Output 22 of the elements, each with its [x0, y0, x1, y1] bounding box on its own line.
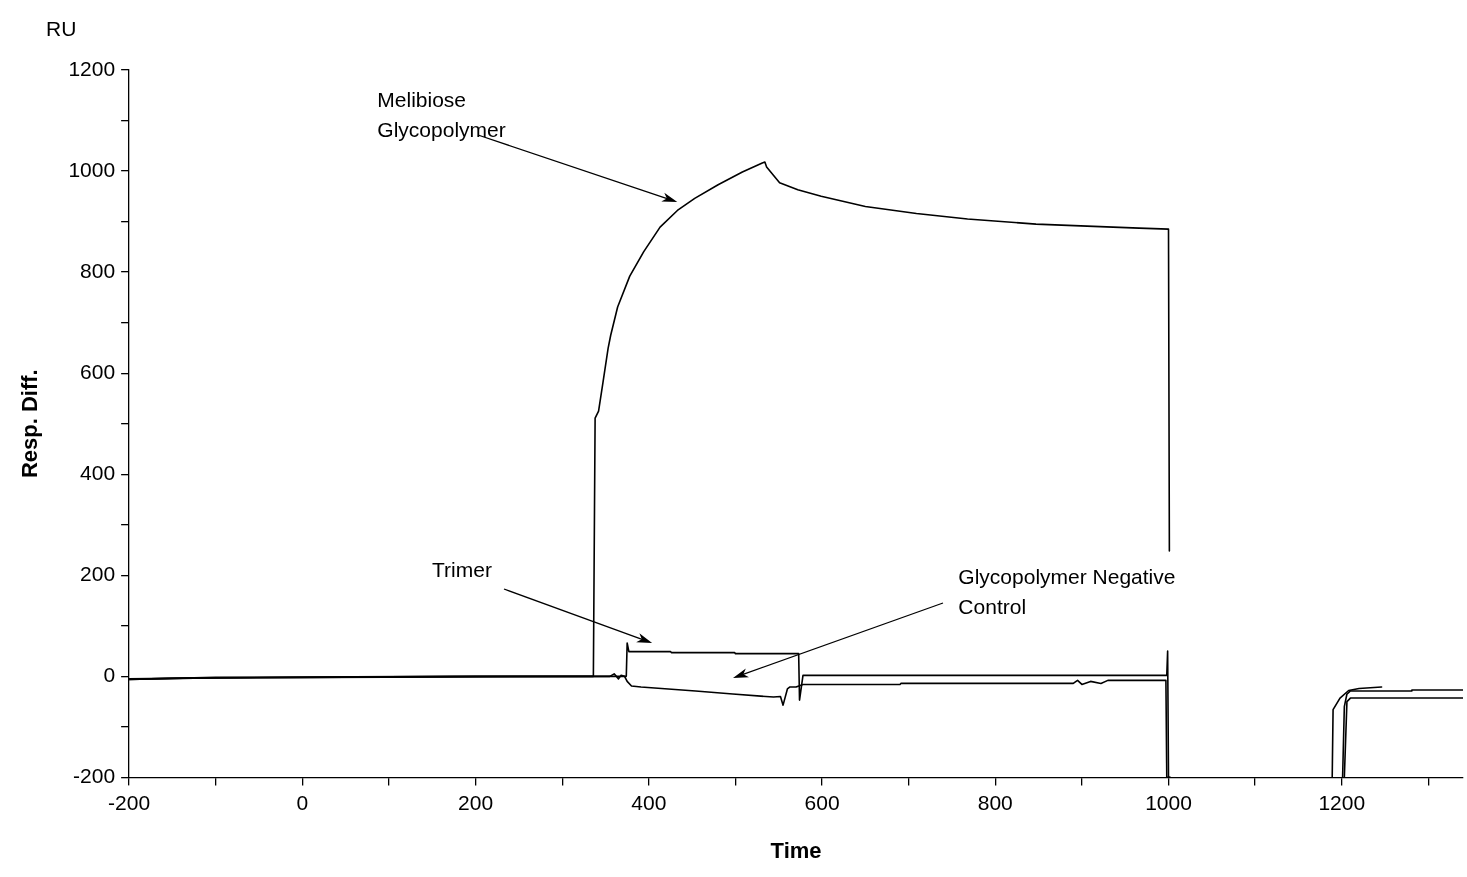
annotation: Melibiose Glycopolymer [377, 88, 506, 142]
x-tick-label: 600 [804, 790, 840, 814]
y-tick-label: 400 [80, 461, 116, 485]
y-tick-label: -200 [73, 764, 116, 788]
y-axis-title: Resp. Diff. [17, 369, 43, 479]
y-tick-label: 800 [80, 258, 116, 282]
x-tick-label: 1200 [1318, 790, 1366, 814]
y-tick-label: 0 [103, 663, 116, 687]
annotation: Glycopolymer Negative Control [958, 565, 1176, 619]
x-tick-label: 800 [977, 790, 1013, 814]
annotation: Trimer [432, 557, 492, 581]
x-tick-label: 0 [296, 790, 309, 814]
x-tick-label: 200 [458, 790, 494, 814]
text: RU [46, 16, 77, 40]
x-axis-title: Time [770, 837, 822, 863]
y-tick-label: 600 [80, 359, 116, 383]
x-tick-label: -200 [108, 790, 151, 814]
y-tick-label: 200 [80, 562, 116, 586]
x-tick-label: 400 [631, 790, 667, 814]
y-tick-label: 1000 [68, 157, 116, 181]
y-tick-label: 1200 [68, 56, 116, 80]
x-tick-label: 1000 [1145, 790, 1192, 814]
